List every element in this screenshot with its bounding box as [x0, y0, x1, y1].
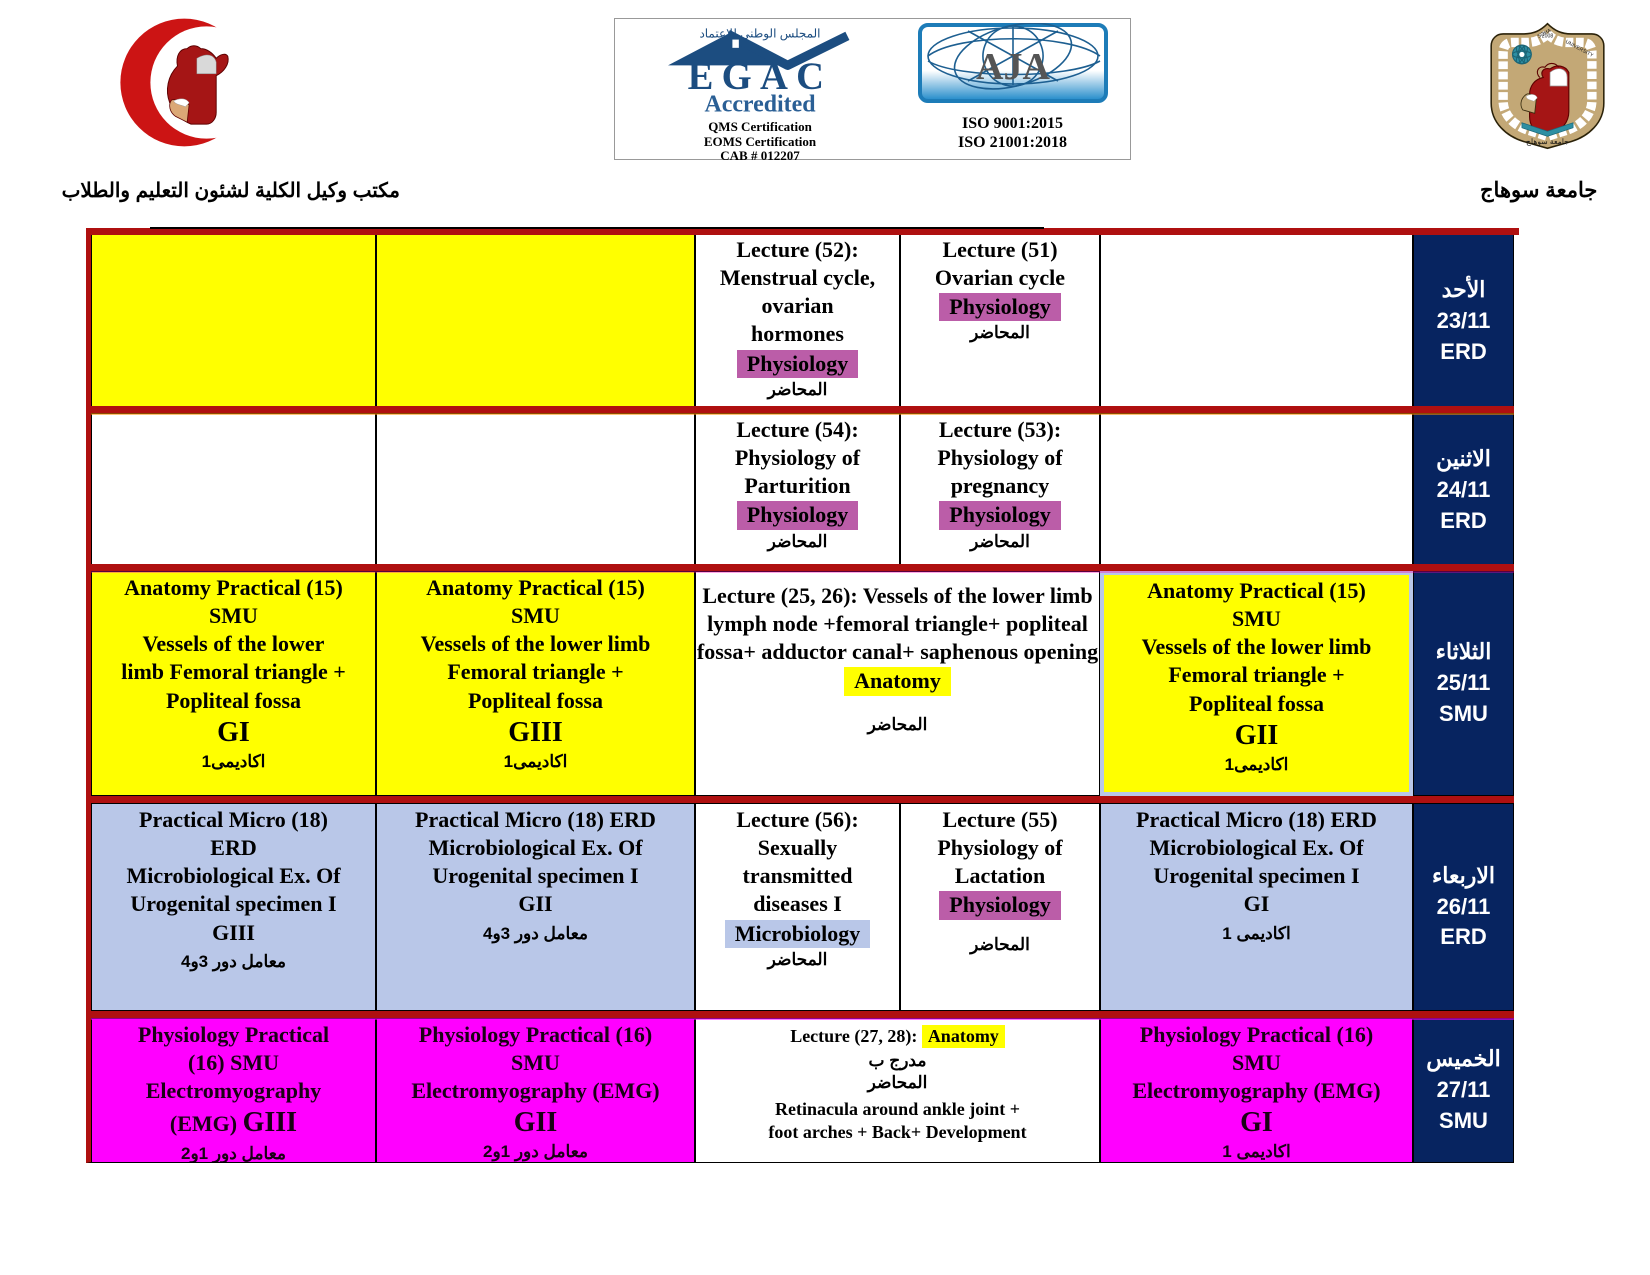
svg-text:Accredited: Accredited: [704, 91, 816, 115]
svg-text:جامعة سوهاج: جامعة سوهاج: [1526, 137, 1569, 146]
svg-text:المجلس الوطني للاعتماد: المجلس الوطني للاعتماد: [699, 27, 820, 41]
svg-text:2008: 2008: [1542, 33, 1554, 39]
svg-text:AJA: AJA: [976, 46, 1050, 88]
